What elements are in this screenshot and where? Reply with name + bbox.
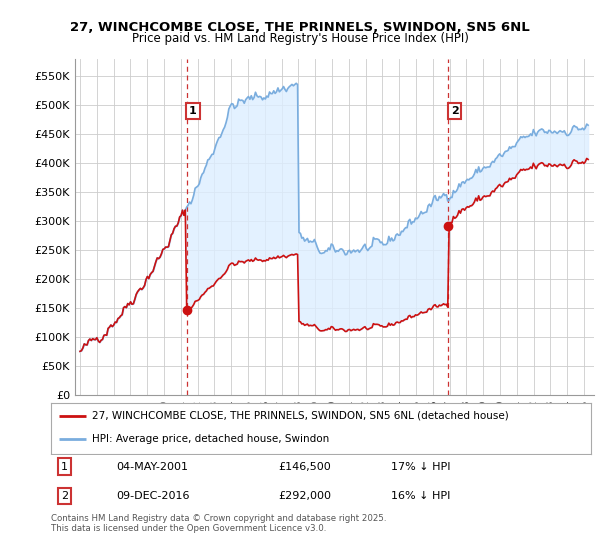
- Text: Price paid vs. HM Land Registry's House Price Index (HPI): Price paid vs. HM Land Registry's House …: [131, 32, 469, 45]
- Text: 04-MAY-2001: 04-MAY-2001: [116, 462, 188, 472]
- Text: 2: 2: [451, 106, 458, 116]
- Text: 09-DEC-2016: 09-DEC-2016: [116, 491, 190, 501]
- Text: HPI: Average price, detached house, Swindon: HPI: Average price, detached house, Swin…: [91, 435, 329, 445]
- Text: 17% ↓ HPI: 17% ↓ HPI: [391, 462, 451, 472]
- Text: £146,500: £146,500: [278, 462, 331, 472]
- Text: £292,000: £292,000: [278, 491, 331, 501]
- Text: 16% ↓ HPI: 16% ↓ HPI: [391, 491, 451, 501]
- Text: 1: 1: [189, 106, 197, 116]
- Text: Contains HM Land Registry data © Crown copyright and database right 2025.
This d: Contains HM Land Registry data © Crown c…: [51, 514, 386, 533]
- Text: 2: 2: [61, 491, 68, 501]
- Text: 27, WINCHCOMBE CLOSE, THE PRINNELS, SWINDON, SN5 6NL (detached house): 27, WINCHCOMBE CLOSE, THE PRINNELS, SWIN…: [91, 411, 508, 421]
- Text: 1: 1: [61, 462, 68, 472]
- Text: 27, WINCHCOMBE CLOSE, THE PRINNELS, SWINDON, SN5 6NL: 27, WINCHCOMBE CLOSE, THE PRINNELS, SWIN…: [70, 21, 530, 34]
